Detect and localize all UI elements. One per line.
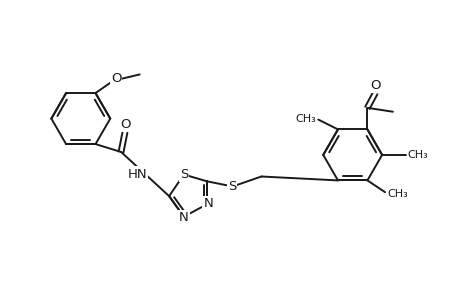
Text: O: O: [369, 79, 380, 92]
Text: S: S: [227, 180, 235, 193]
Text: CH₃: CH₃: [407, 150, 427, 160]
Text: CH₃: CH₃: [386, 189, 407, 199]
Text: S: S: [179, 168, 188, 181]
Text: O: O: [120, 118, 131, 131]
Text: O: O: [111, 72, 121, 85]
Text: CH₃: CH₃: [295, 114, 316, 124]
Text: N: N: [179, 211, 188, 224]
Text: HN: HN: [127, 167, 147, 181]
Text: N: N: [203, 197, 213, 211]
